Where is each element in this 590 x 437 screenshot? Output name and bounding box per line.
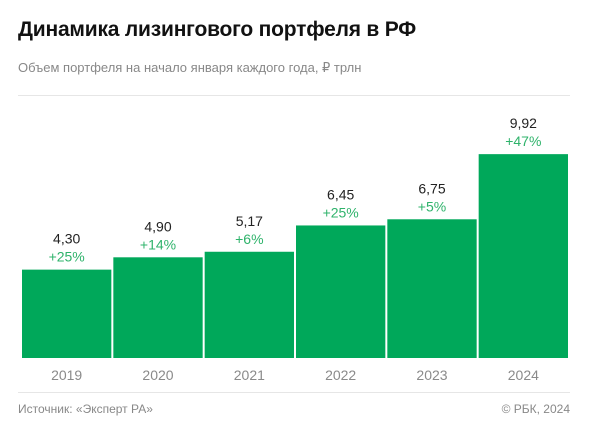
change-label-2021: +6% [235,231,263,247]
value-label-2024: 9,92 [510,115,537,131]
change-label-2023: +5% [418,198,446,214]
change-label-2019: +25% [49,249,85,265]
value-label-2022: 6,45 [327,186,354,202]
source-note: Источник: «Эксперт РА» [18,402,153,416]
x-tick-label-2019: 2019 [51,367,82,383]
change-label-2020: +14% [140,236,176,252]
x-tick-label-2022: 2022 [325,367,356,383]
change-label-2022: +25% [323,204,359,220]
value-label-2023: 6,75 [418,180,445,196]
bar-2020 [113,257,203,358]
change-label-2024: +47% [505,133,541,149]
value-label-2019: 4,30 [53,231,80,247]
copyright-note: © РБК, 2024 [501,402,570,416]
chart-title: Динамика лизингового портфеля в РФ [18,18,417,41]
top-divider [18,95,570,96]
bar-2023 [387,219,477,358]
x-tick-label-2023: 2023 [416,367,447,383]
x-tick-label-2024: 2024 [508,367,539,383]
value-label-2020: 4,90 [144,218,171,234]
bar-2022 [296,225,386,358]
bar-2021 [204,251,294,358]
bar-2019 [22,269,112,358]
bottom-divider [18,392,570,393]
chart-subtitle: Объем портфеля на начало января каждого … [18,60,362,75]
x-tick-label-2020: 2020 [142,367,173,383]
value-label-2021: 5,17 [236,213,263,229]
bar-2024 [478,154,568,358]
x-tick-label-2021: 2021 [234,367,265,383]
